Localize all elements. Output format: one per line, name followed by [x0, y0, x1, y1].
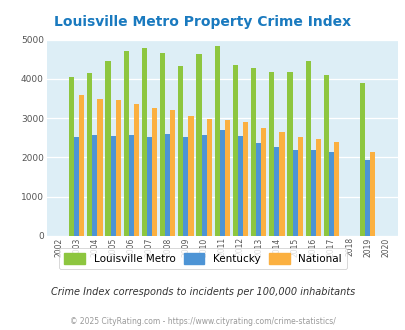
Bar — [305, 61, 310, 236]
Bar — [364, 160, 369, 236]
Bar — [260, 128, 266, 236]
Bar — [250, 68, 256, 236]
Bar — [219, 130, 224, 236]
Bar — [224, 120, 229, 236]
Bar — [183, 137, 188, 236]
Bar — [134, 104, 139, 236]
Text: © 2025 CityRating.com - https://www.cityrating.com/crime-statistics/: © 2025 CityRating.com - https://www.city… — [70, 317, 335, 326]
Bar — [152, 108, 157, 236]
Bar — [105, 61, 110, 236]
Bar — [310, 150, 315, 236]
Bar — [274, 147, 279, 236]
Bar — [292, 150, 297, 236]
Bar — [165, 134, 170, 236]
Text: Crime Index corresponds to incidents per 100,000 inhabitants: Crime Index corresponds to incidents per… — [51, 287, 354, 297]
Bar — [188, 116, 193, 236]
Legend: Louisville Metro, Kentucky, National: Louisville Metro, Kentucky, National — [59, 248, 346, 269]
Bar — [279, 132, 284, 236]
Bar — [328, 152, 333, 236]
Bar — [79, 95, 84, 236]
Bar — [69, 77, 74, 236]
Bar — [256, 143, 260, 236]
Bar — [115, 100, 120, 236]
Bar — [160, 53, 165, 236]
Bar — [287, 72, 292, 236]
Bar — [128, 135, 134, 236]
Bar — [170, 110, 175, 236]
Bar — [243, 122, 247, 236]
Bar — [333, 143, 338, 236]
Bar — [206, 119, 211, 236]
Bar — [269, 72, 274, 236]
Bar — [124, 51, 128, 236]
Bar — [110, 136, 115, 236]
Bar — [87, 73, 92, 236]
Bar — [97, 99, 102, 236]
Bar — [323, 75, 328, 236]
Bar — [369, 152, 375, 236]
Bar — [92, 135, 97, 236]
Bar — [297, 137, 302, 236]
Bar — [196, 54, 201, 236]
Bar — [201, 135, 206, 236]
Bar — [237, 136, 243, 236]
Bar — [141, 48, 147, 236]
Bar — [74, 137, 79, 236]
Bar — [315, 139, 320, 236]
Bar — [214, 46, 219, 236]
Bar — [232, 65, 237, 236]
Bar — [147, 137, 152, 236]
Bar — [178, 66, 183, 236]
Bar — [359, 83, 364, 236]
Text: Louisville Metro Property Crime Index: Louisville Metro Property Crime Index — [54, 15, 351, 29]
